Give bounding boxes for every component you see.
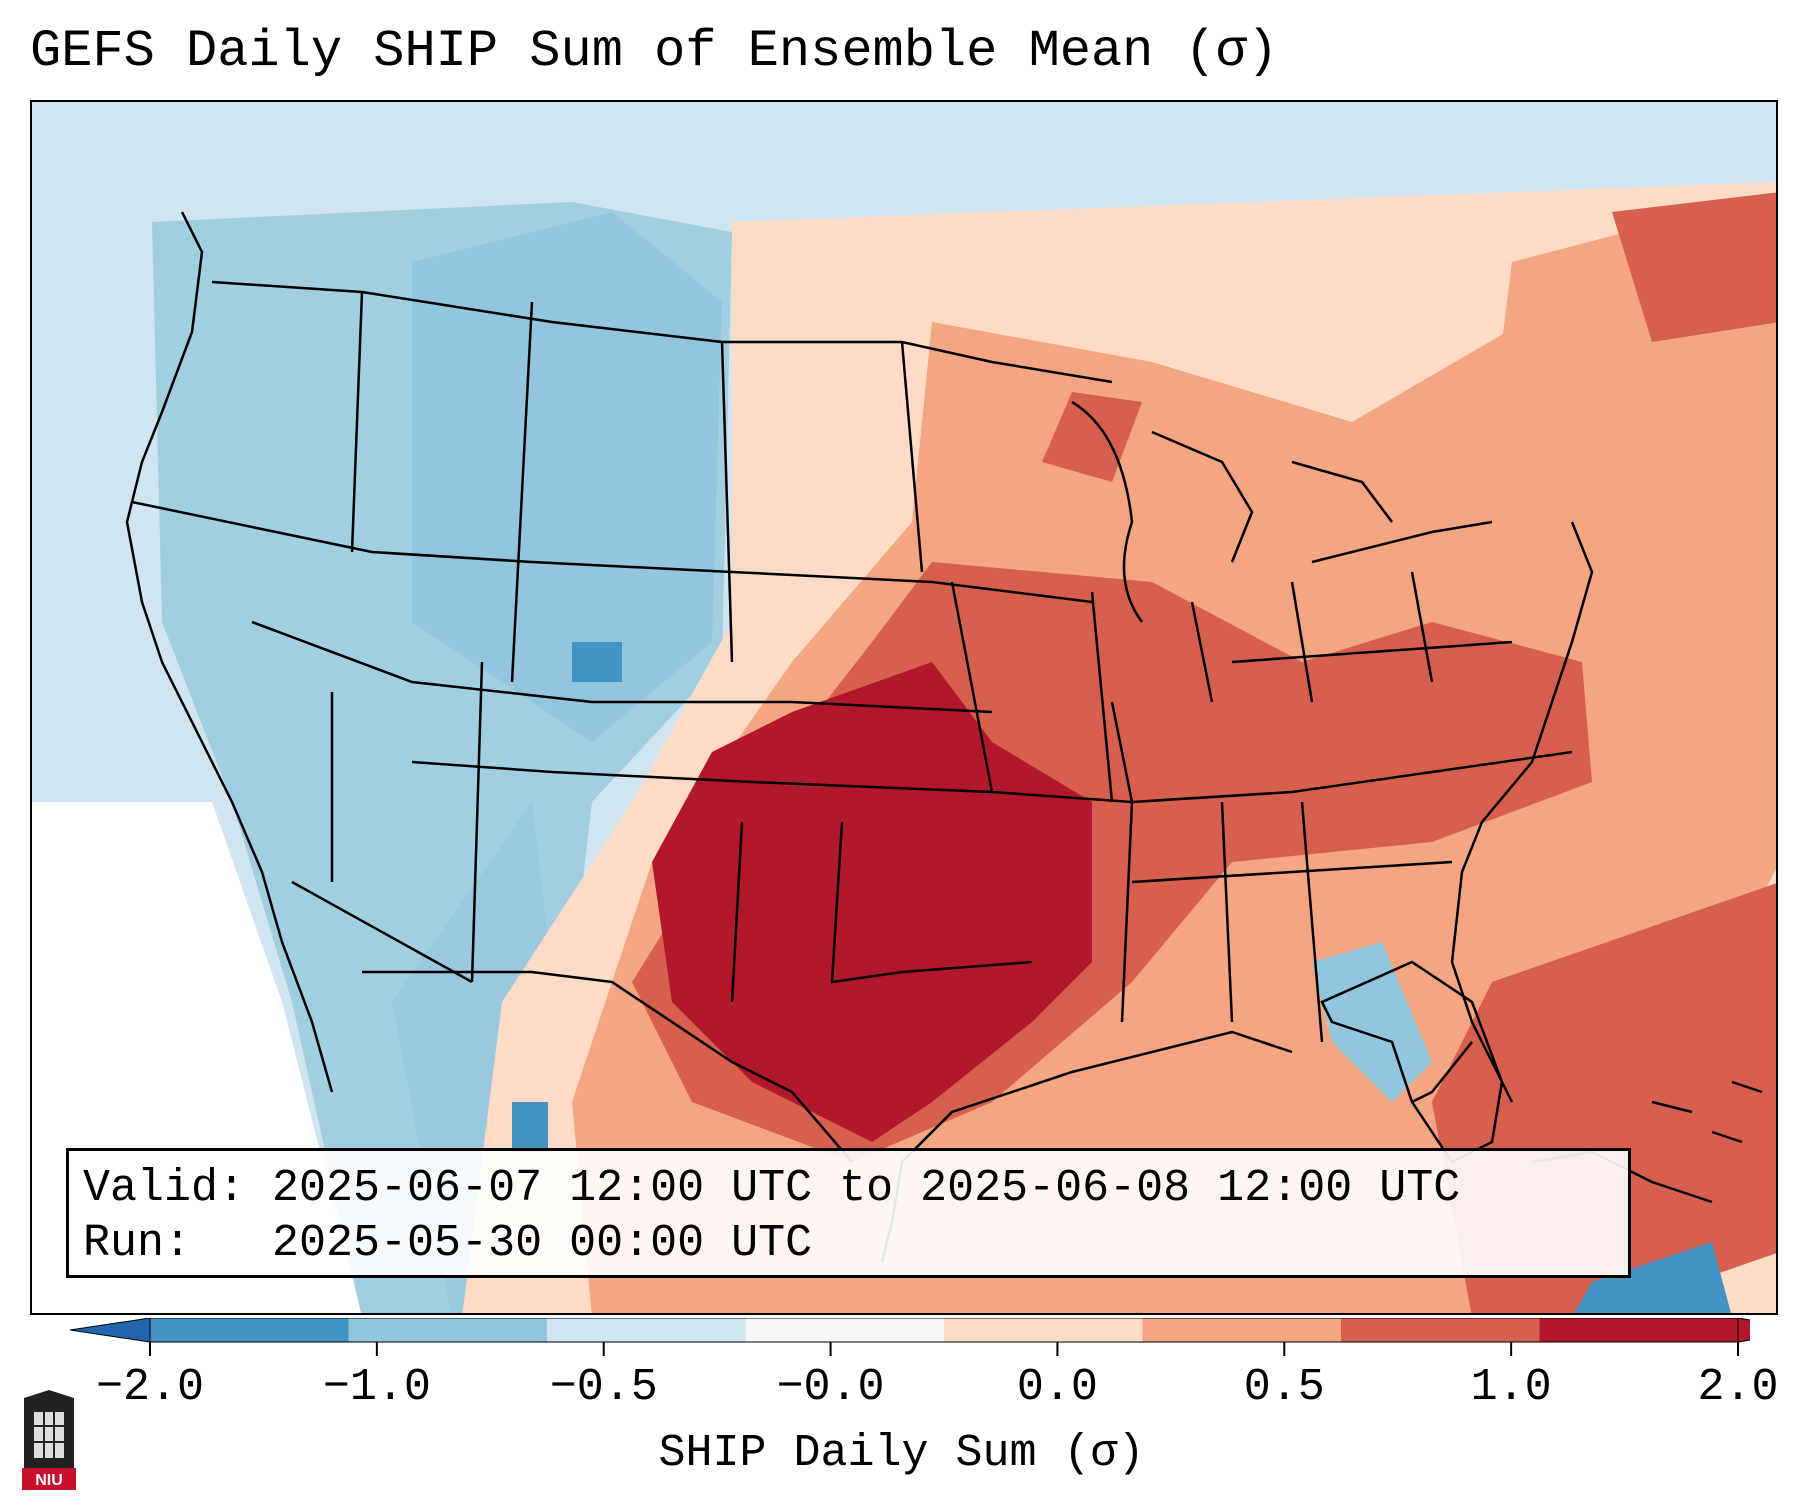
colorbar-tick-label: 1.0 bbox=[1470, 1362, 1552, 1413]
colorbar-tick-label: −1.0 bbox=[322, 1362, 431, 1413]
colorbar-segments bbox=[149, 1318, 1739, 1343]
colorbar-segment bbox=[1539, 1318, 1739, 1342]
valid-line: Valid: 2025-06-07 12:00 UTC to 2025-06-0… bbox=[83, 1163, 1461, 1214]
colorbar bbox=[70, 1318, 1750, 1356]
colorbar-segment bbox=[348, 1318, 548, 1342]
colorbar-segment bbox=[150, 1318, 349, 1342]
map-title: GEFS Daily SHIP Sum of Ensemble Mean (σ) bbox=[30, 22, 1279, 81]
field-blue-florida bbox=[1312, 942, 1432, 1102]
colorbar-segment bbox=[1341, 1318, 1540, 1342]
colorbar-segment bbox=[1142, 1318, 1342, 1342]
colorbar-extend-high bbox=[1737, 1318, 1750, 1343]
colorbar-tick-label: 2.0 bbox=[1697, 1362, 1779, 1413]
colorbar-segment bbox=[745, 1318, 945, 1342]
colorbar-segment bbox=[547, 1318, 746, 1342]
colorbar-tick-label: −0.5 bbox=[549, 1362, 658, 1413]
colorbar-tick-label: −0.0 bbox=[776, 1362, 885, 1413]
valid-run-info-box: Valid: 2025-06-07 12:00 UTC to 2025-06-0… bbox=[66, 1148, 1631, 1278]
map-panel bbox=[30, 100, 1778, 1315]
colorbar-extend-low bbox=[70, 1318, 151, 1343]
niu-logo: NIU bbox=[22, 1390, 76, 1490]
state-borders bbox=[125, 211, 1594, 1263]
colorbar-tick-label: 0.5 bbox=[1243, 1362, 1325, 1413]
colorbar-ticks bbox=[149, 1342, 1739, 1356]
colorbar-tick-label: −2.0 bbox=[95, 1362, 205, 1413]
colorbar-segment bbox=[944, 1318, 1143, 1342]
run-line: Run: 2025-05-30 00:00 UTC bbox=[83, 1218, 813, 1269]
colorbar-tick-label: 0.0 bbox=[1016, 1362, 1098, 1413]
colorbar-label: SHIP Daily Sum (σ) bbox=[658, 1428, 1145, 1479]
ship-map bbox=[32, 182, 1776, 1313]
svg-text:NIU: NIU bbox=[35, 1472, 63, 1489]
